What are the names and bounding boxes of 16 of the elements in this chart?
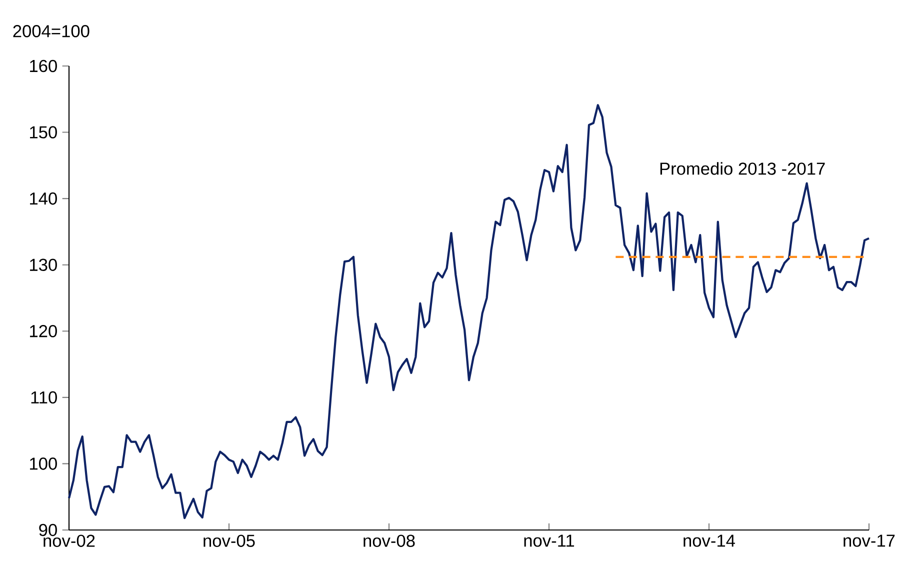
x-tick-label: nov-17 (844, 534, 895, 547)
text: Promedio 2013 -2017 (660, 162, 825, 175)
y-tick-label: 90 (39, 524, 57, 536)
x-tick-label: nov-02 (44, 534, 95, 547)
y-tick-label: 140 (30, 192, 57, 205)
y-axis-title: 2004=100 (13, 25, 90, 38)
y-tick-label: 100 (30, 458, 57, 470)
y-tick-label: 160 (30, 60, 57, 72)
x-tick-label: nov-05 (204, 534, 255, 547)
x-tick-label: nov-11 (524, 534, 574, 547)
x-tick-label: nov-14 (684, 534, 735, 547)
y-tick-label: 130 (30, 258, 57, 271)
y-tick-label: 110 (31, 391, 57, 404)
y-tick-label: 150 (30, 126, 57, 138)
x-tick-label: nov-08 (364, 534, 415, 547)
y-tick-label: 120 (30, 324, 57, 338)
